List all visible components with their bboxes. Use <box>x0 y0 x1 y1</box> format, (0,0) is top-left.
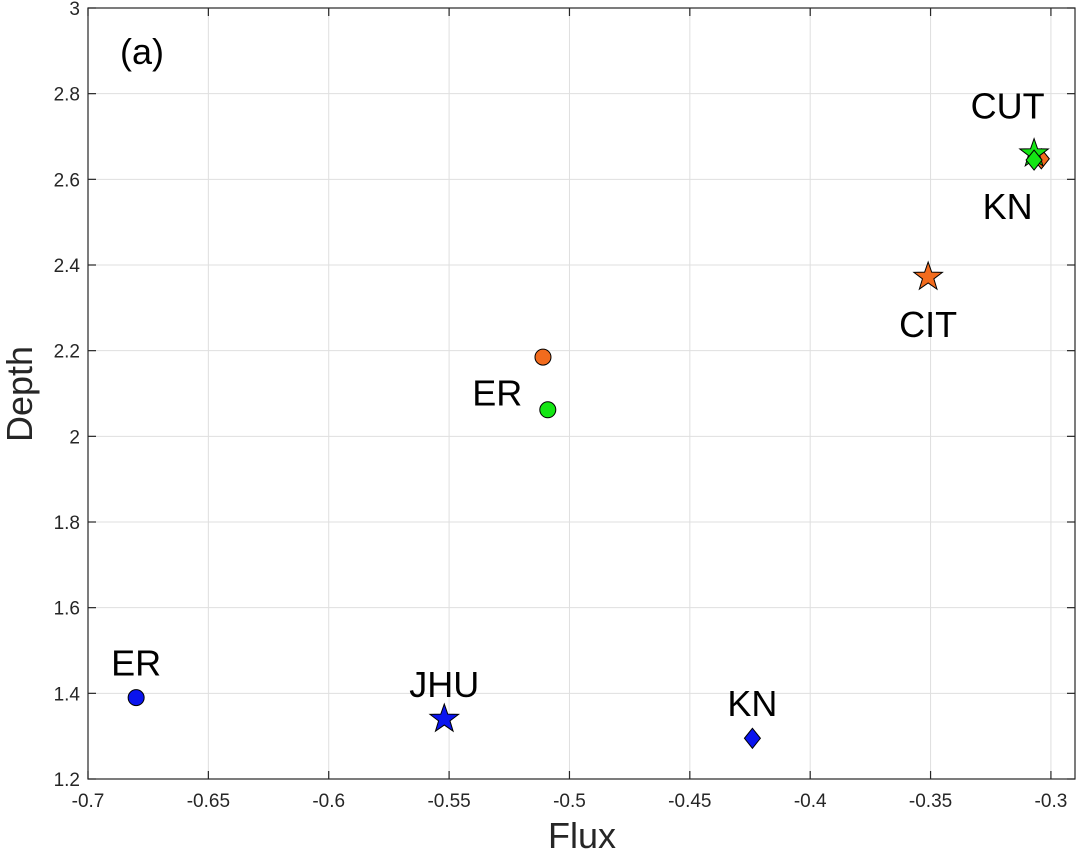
annotation-label: JHU <box>409 664 479 705</box>
annotation-label: KN <box>727 683 777 724</box>
y-tick-label: 3 <box>69 0 80 20</box>
green-circle-point <box>539 401 557 419</box>
annotation-label: CUT <box>971 86 1045 127</box>
grid <box>87 7 1075 780</box>
y-tick-label: 2 <box>69 427 80 448</box>
annotations: ER JHU KN ER CIT CUT KN <box>111 86 1044 725</box>
annotation-label: ER <box>111 642 161 683</box>
orange-star-point <box>912 260 944 291</box>
x-tick-label: -0.3 <box>1035 791 1068 812</box>
y-tick-label: 2.8 <box>54 85 80 106</box>
x-tick-label: -0.4 <box>794 791 827 812</box>
y-axis-label: Depth <box>0 346 40 442</box>
y-tick-label: 1.8 <box>54 513 80 534</box>
x-tick-label: -0.45 <box>668 791 711 812</box>
blue-diamond-point <box>743 727 762 750</box>
annotation-label: ER <box>472 373 522 414</box>
axes-box <box>87 7 1076 780</box>
x-tick-label: -0.7 <box>72 791 105 812</box>
y-tick-label: 1.4 <box>54 684 81 705</box>
y-tick-label: 1.2 <box>54 770 80 791</box>
green-diamond-point <box>1025 149 1043 171</box>
panel-label: (a) <box>120 31 164 72</box>
annotation-label: KN <box>983 186 1033 227</box>
x-tick-label: -0.5 <box>553 791 586 812</box>
y-tick-label: 2.4 <box>54 256 81 277</box>
x-axis-label: Flux <box>548 815 616 855</box>
y-tick-label: 1.6 <box>54 599 80 620</box>
y-tick-label: 2.2 <box>54 342 80 363</box>
blue-circle-point <box>127 689 145 707</box>
annotation-label: CIT <box>899 304 957 345</box>
orange-circle-point <box>534 348 552 366</box>
x-tick-label: -0.65 <box>187 791 230 812</box>
ticks: -0.7 -0.65 -0.6 -0.55 -0.5 -0.45 -0.4 -0.35 -0.3… <box>54 0 1075 812</box>
blue-star-point <box>428 702 460 733</box>
x-tick-label: -0.6 <box>312 791 345 812</box>
data-points <box>127 137 1050 750</box>
x-tick-label: -0.55 <box>427 791 470 812</box>
y-tick-label: 2.6 <box>54 170 80 191</box>
x-tick-label: -0.35 <box>909 791 952 812</box>
